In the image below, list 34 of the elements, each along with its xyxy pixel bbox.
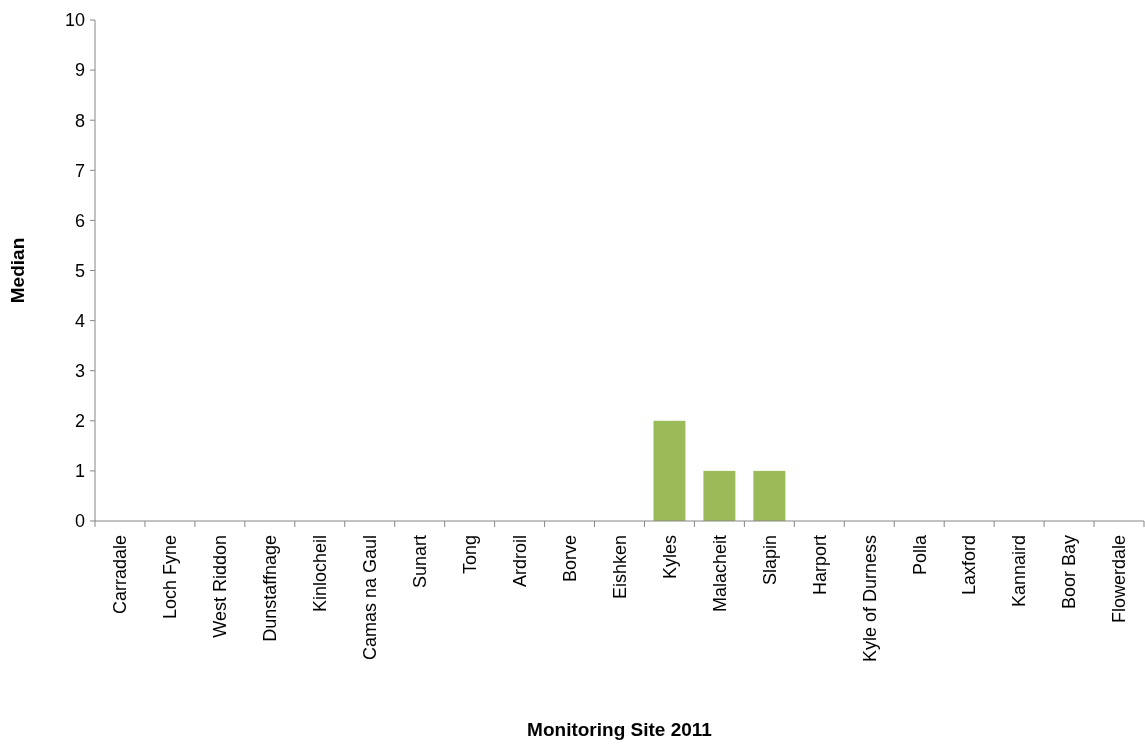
x-tick-label: Carradale — [110, 535, 131, 615]
y-tick-label: 9 — [74, 60, 85, 81]
y-tick-label: 6 — [74, 210, 85, 231]
x-tick-label: Eishken — [609, 535, 630, 600]
x-tick-label: Polla — [909, 534, 930, 576]
x-tick-label: Borve — [559, 535, 580, 583]
y-tick-label: 4 — [74, 310, 85, 331]
y-tick-label: 3 — [74, 361, 85, 381]
x-axis-title: Monitoring Site 2011 — [527, 719, 713, 740]
x-tick-label: Flowerdale — [1109, 535, 1130, 624]
x-tick-label: Kyles — [659, 535, 680, 580]
x-tick-label: Laxford — [959, 535, 980, 596]
x-tick-label: Slapin — [759, 535, 780, 586]
x-tick-label: Harport — [809, 535, 830, 596]
x-tick-label: Dunstaffnage — [260, 535, 281, 642]
x-tick-label: Sunart — [409, 535, 430, 589]
x-tick-label: Kannaird — [1009, 535, 1030, 608]
x-tick-label: West Riddon — [210, 535, 231, 638]
y-axis-title: Median — [7, 237, 28, 304]
y-tick-label: 2 — [74, 411, 85, 432]
x-tick-label: Loch Fyne — [160, 535, 181, 620]
x-tick-label: Tong — [459, 535, 480, 575]
y-tick-label: 10 — [64, 10, 85, 31]
y-tick-label: 0 — [74, 511, 85, 532]
y-tick-label: 8 — [74, 110, 85, 131]
x-tick-label: Camas na Gaul — [360, 535, 381, 661]
x-tick-label: Kinlocheil — [310, 535, 331, 613]
y-tick-label: 7 — [74, 160, 85, 181]
x-tick-label: Malacheit — [709, 535, 730, 613]
x-tick-label: Ardroil — [509, 535, 530, 588]
x-tick-label: Kyle of Durness — [859, 535, 880, 663]
y-tick-label: 1 — [74, 461, 85, 482]
x-tick-label: Boor Bay — [1059, 535, 1080, 610]
y-tick-label: 5 — [74, 260, 85, 281]
